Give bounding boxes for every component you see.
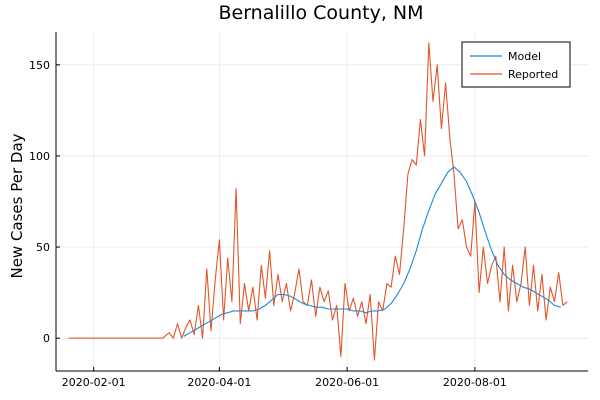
y-tick-label: 0 [43, 332, 50, 345]
chart-title: Bernalillo County, NM [218, 2, 423, 24]
legend-label-model: Model [508, 50, 541, 63]
x-tick-label: 2020-02-01 [62, 376, 126, 389]
y-axis-label: New Cases Per Day [8, 133, 26, 278]
y-tick-label: 150 [29, 59, 50, 72]
legend-box [461, 41, 571, 88]
axes [55, 32, 588, 372]
x-tick-label: 2020-04-01 [187, 376, 251, 389]
series-line-model [183, 166, 561, 337]
series-line-reported [68, 42, 568, 361]
legend: Model Reported [461, 41, 571, 88]
plot-series [68, 42, 568, 361]
x-tick-label: 2020-06-01 [315, 376, 379, 389]
y-tick-label: 100 [29, 150, 50, 163]
y-tick-label: 50 [36, 241, 50, 254]
legend-label-reported: Reported [508, 68, 558, 81]
axis-ticks: 2020-02-01 2020-04-01 2020-06-01 2020-08-01… [29, 59, 507, 389]
x-tick-label: 2020-08-01 [443, 376, 507, 389]
